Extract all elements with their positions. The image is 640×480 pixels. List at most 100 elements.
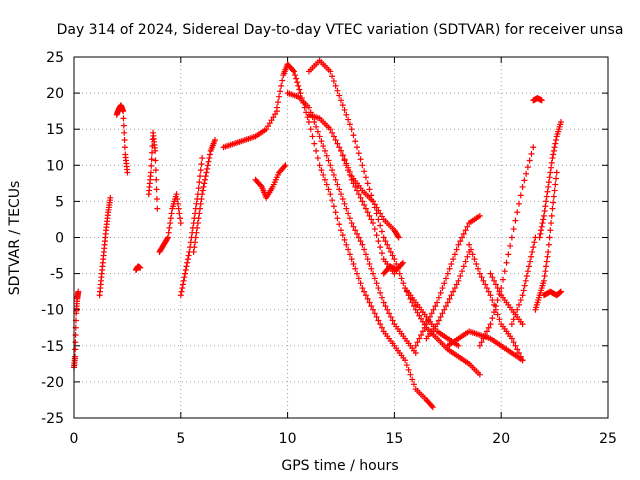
data-point-marker bbox=[279, 77, 286, 84]
data-point-marker bbox=[164, 234, 171, 241]
data-point-marker bbox=[548, 212, 555, 219]
data-point-marker bbox=[268, 117, 275, 124]
data-point-marker bbox=[370, 220, 377, 227]
data-point-marker bbox=[345, 164, 352, 171]
data-point-marker bbox=[270, 114, 277, 121]
data-point-marker bbox=[341, 156, 348, 163]
data-point-marker bbox=[546, 174, 553, 181]
data-point-marker bbox=[368, 303, 375, 310]
data-point-marker bbox=[334, 87, 341, 94]
data-point-marker bbox=[295, 82, 302, 89]
data-point-marker bbox=[448, 292, 455, 299]
data-point-marker bbox=[354, 144, 361, 151]
series-arc-08 bbox=[190, 137, 218, 255]
data-point-marker bbox=[496, 288, 503, 295]
data-point-marker bbox=[527, 258, 534, 265]
data-point-marker bbox=[330, 171, 337, 178]
data-point-marker bbox=[197, 205, 204, 212]
data-point-marker bbox=[307, 126, 314, 133]
data-point-marker bbox=[343, 160, 350, 167]
data-point-marker bbox=[266, 120, 273, 127]
data-point-marker bbox=[148, 162, 155, 169]
data-point-marker bbox=[519, 292, 526, 299]
y-tick-label: 10 bbox=[46, 158, 64, 174]
data-point-marker bbox=[190, 248, 197, 255]
data-point-marker bbox=[378, 324, 385, 331]
y-tick-label: 20 bbox=[46, 86, 64, 102]
data-point-marker bbox=[549, 205, 556, 212]
data-point-marker bbox=[174, 200, 181, 207]
data-point-marker bbox=[195, 185, 202, 192]
data-point-marker bbox=[483, 285, 490, 292]
data-point-marker bbox=[314, 128, 321, 135]
plot-frame bbox=[73, 56, 609, 419]
data-point-marker bbox=[202, 173, 209, 180]
x-axis-label: GPS time / hours bbox=[281, 458, 398, 474]
data-point-marker bbox=[423, 321, 430, 328]
data-point-marker bbox=[434, 299, 441, 306]
data-point-marker bbox=[194, 220, 201, 227]
data-point-marker bbox=[120, 115, 127, 122]
data-point-marker bbox=[520, 287, 527, 294]
data-point-marker bbox=[148, 149, 155, 156]
data-point-marker bbox=[377, 321, 384, 328]
data-point-marker bbox=[450, 256, 457, 263]
y-axis-label: SDTVAR / TECUs bbox=[7, 181, 23, 296]
data-point-marker bbox=[550, 151, 557, 158]
data-point-marker bbox=[167, 215, 174, 222]
y-tick-label: -15 bbox=[41, 339, 64, 355]
data-point-marker bbox=[338, 191, 344, 198]
data-point-marker bbox=[491, 277, 498, 284]
data-point-marker bbox=[362, 174, 369, 181]
data-point-marker bbox=[197, 173, 204, 180]
data-points bbox=[71, 57, 565, 411]
data-point-marker bbox=[394, 233, 401, 240]
data-point-marker bbox=[476, 371, 483, 378]
data-point-marker bbox=[334, 140, 341, 147]
data-point-marker bbox=[327, 191, 334, 198]
data-point-marker bbox=[348, 126, 355, 133]
data-point-marker bbox=[368, 265, 375, 272]
series-arc-01 bbox=[71, 288, 82, 371]
data-point-marker bbox=[407, 371, 414, 378]
data-point-marker bbox=[192, 234, 199, 241]
data-point-marker bbox=[482, 281, 489, 288]
data-point-marker bbox=[364, 209, 371, 216]
data-point-marker bbox=[373, 232, 380, 239]
series-arc-28 bbox=[540, 288, 565, 299]
data-point-marker bbox=[357, 280, 364, 287]
data-point-marker bbox=[152, 157, 159, 164]
data-point-marker bbox=[516, 350, 522, 357]
data-point-marker bbox=[517, 297, 524, 304]
data-point-marker bbox=[72, 346, 79, 353]
data-point-marker bbox=[332, 176, 339, 183]
data-point-marker bbox=[168, 210, 175, 217]
data-point-marker bbox=[332, 82, 339, 89]
data-point-marker bbox=[389, 317, 396, 324]
data-point-marker bbox=[558, 118, 565, 125]
data-point-marker bbox=[387, 248, 394, 255]
data-point-marker bbox=[329, 167, 336, 174]
data-point-marker bbox=[121, 137, 128, 144]
data-point-marker bbox=[318, 167, 325, 174]
data-point-marker bbox=[450, 288, 457, 295]
data-point-marker bbox=[483, 328, 490, 335]
data-point-marker bbox=[476, 270, 483, 277]
series-arc-10 bbox=[252, 162, 289, 201]
data-point-marker bbox=[332, 137, 339, 144]
data-point-marker bbox=[147, 169, 154, 176]
data-point-marker bbox=[443, 303, 450, 310]
series-arc-03 bbox=[113, 102, 131, 176]
data-point-marker bbox=[167, 220, 174, 227]
data-point-marker bbox=[336, 186, 343, 193]
data-point-marker bbox=[354, 270, 361, 277]
data-point-marker bbox=[196, 210, 203, 217]
data-point-marker bbox=[192, 239, 199, 246]
data-point-marker bbox=[364, 256, 371, 263]
data-point-marker bbox=[313, 147, 320, 154]
series-arc-18 bbox=[412, 212, 483, 349]
data-point-marker bbox=[538, 223, 545, 230]
x-tick-label: 5 bbox=[176, 431, 185, 447]
data-point-marker bbox=[362, 251, 369, 258]
data-point-marker bbox=[517, 192, 524, 199]
